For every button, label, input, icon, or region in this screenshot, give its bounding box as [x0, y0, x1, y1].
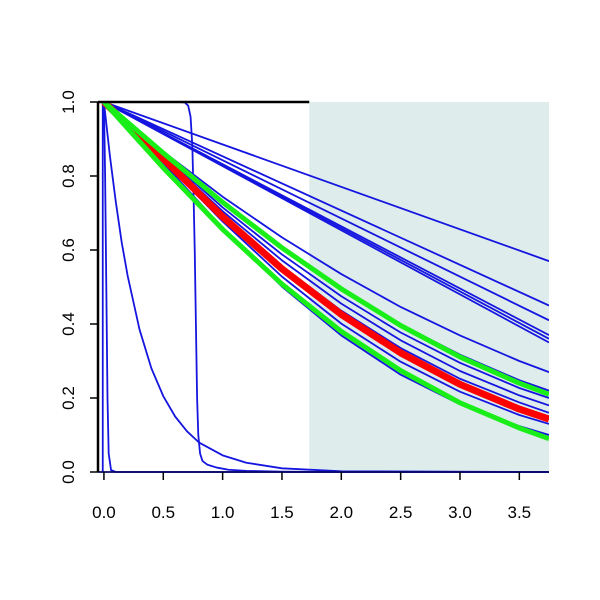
y-tick-label: 1.0: [59, 90, 78, 114]
series-line-green-20: [102, 102, 549, 442]
x-tick-label: 2.5: [389, 503, 413, 522]
shaded-region: [309, 102, 549, 472]
y-tick-label: 0.0: [59, 460, 78, 484]
series-line-blue-1: [103, 102, 549, 307]
x-tick-label: 3.0: [448, 503, 472, 522]
x-tick-label: 2.0: [329, 503, 353, 522]
series-line-red-18: [101, 102, 549, 423]
axes-layer: 0.0 0.2 0.4 0.6 0.8 1.0 0.0 0.5 1.0 1.5 2.0 2.5 3.0 3…: [59, 90, 549, 522]
x-tick-label: 1.5: [270, 503, 294, 522]
series-line-blue-2: [103, 102, 549, 322]
series-line-blue-13: [103, 102, 549, 473]
y-tick-label: 0.4: [59, 312, 78, 336]
series-line-blue-15: [103, 102, 549, 473]
series-line-blue-5: [103, 102, 549, 344]
y-tick-label: 0.2: [59, 386, 78, 410]
y-tick-label: 0.6: [59, 238, 78, 262]
x-tick-label: 1.0: [211, 503, 235, 522]
y-tick-label: 0.8: [59, 164, 78, 188]
x-tick-label: 0.5: [151, 503, 175, 522]
x-tick-label: 3.5: [508, 503, 532, 522]
series-line-green-19: [102, 102, 549, 397]
x-tick-label: 0.0: [92, 503, 116, 522]
series-line-blue-0: [103, 102, 549, 262]
